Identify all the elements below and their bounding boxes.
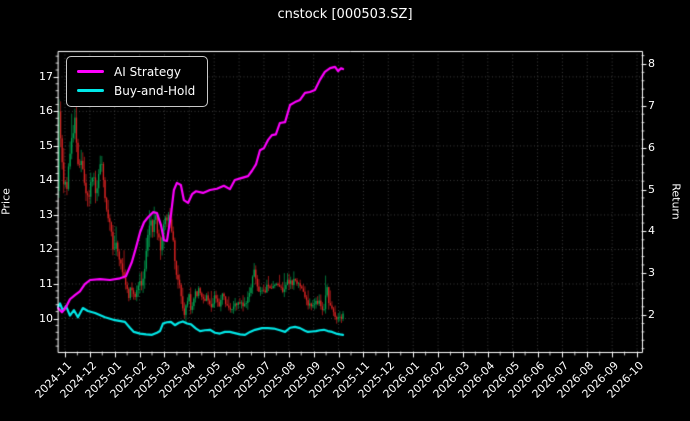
y-tick-label-price: 11	[39, 276, 53, 290]
y-axis-label-price: Price	[0, 188, 13, 215]
y-tick-label-price: 14	[39, 173, 53, 187]
chart-title: cnstock [000503.SZ]	[277, 7, 413, 22]
y-tick-label-return: 5	[648, 182, 655, 196]
y-tick-label-return: 7	[648, 98, 655, 112]
legend-label: Buy-and-Hold	[114, 83, 196, 98]
y-tick-label-price: 16	[39, 104, 53, 118]
y-tick-label-price: 13	[39, 207, 53, 221]
legend-item-ai-strategy: AI Strategy	[77, 62, 195, 81]
y-tick-label-return: 6	[648, 140, 655, 154]
y-tick-label-return: 2	[648, 308, 655, 322]
y-tick-label-price: 10	[39, 311, 53, 325]
ai-strategy-line-swatch	[77, 70, 104, 73]
y-tick-label-price: 17	[39, 69, 53, 83]
y-tick-label-return: 3	[648, 266, 655, 280]
y-tick-label-return: 8	[648, 56, 655, 70]
buy-and-hold-line-swatch	[77, 89, 104, 92]
legend-item-buy-and-hold: Buy-and-Hold	[77, 81, 195, 100]
legend: AI Strategy Buy-and-Hold	[66, 56, 209, 107]
legend-label: AI Strategy	[114, 64, 181, 79]
y-tick-label-price: 15	[39, 138, 53, 152]
y-tick-label-return: 4	[648, 224, 655, 238]
y-tick-label-price: 12	[39, 242, 53, 256]
